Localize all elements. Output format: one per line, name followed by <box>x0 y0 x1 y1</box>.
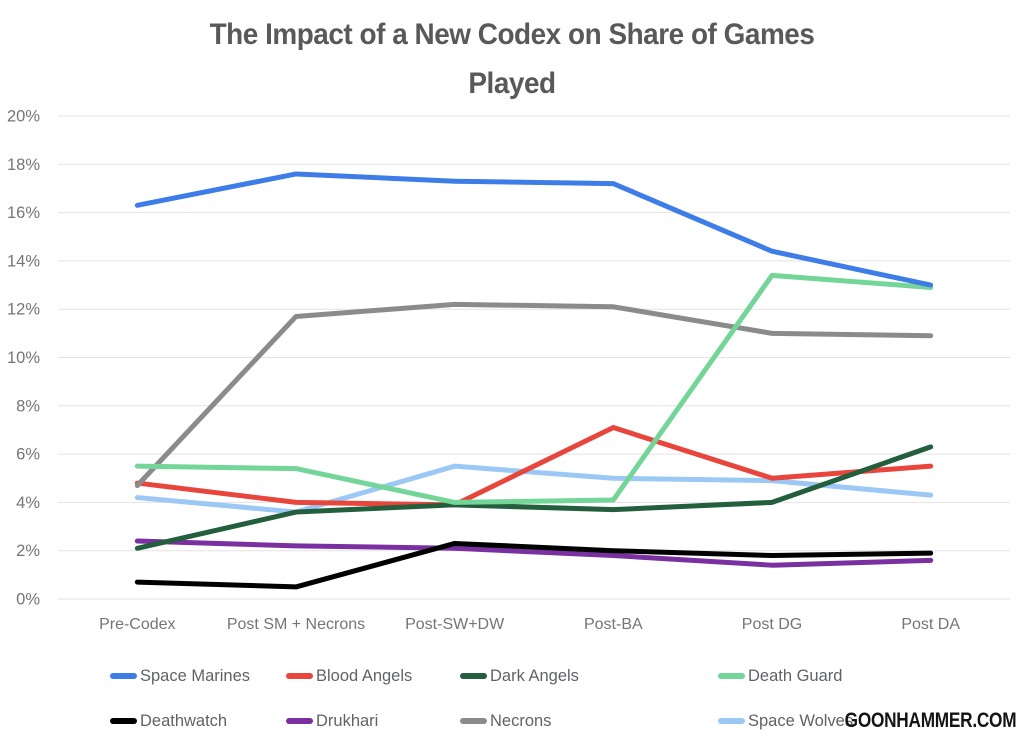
legend-item-drukhari: Drukhari <box>286 710 380 732</box>
chart-title-line1: The Impact of a New Codex on Share of Ga… <box>209 18 815 51</box>
y-tick-label-12%: 12% <box>7 301 40 319</box>
x-category-label-post-dg: Post DG <box>742 616 802 633</box>
legend-item-blood-angels: Blood Angels <box>286 665 415 687</box>
legend-item-necrons: Necrons <box>460 710 553 732</box>
series-line-deathwatch <box>134 540 934 590</box>
legend-item-space-marines: Space Marines <box>110 665 253 687</box>
legend-label-space-wolves: Space Wolves <box>748 711 854 730</box>
y-tick-label-8%: 8% <box>16 397 40 415</box>
legend-swatch-deathwatch <box>110 718 137 724</box>
x-category-label-post-sw-dw: Post-SW+DW <box>405 616 505 633</box>
series-line-space-marines <box>134 171 934 288</box>
legend-swatch-dark-angels <box>460 673 487 679</box>
legend-item-death-guard: Death Guard <box>718 665 845 687</box>
legend-label-death-guard: Death Guard <box>748 666 843 685</box>
x-category-label-post-sm-necrons: Post SM + Necrons <box>227 616 365 633</box>
legend-label-blood-angels: Blood Angels <box>316 666 413 685</box>
y-tick-label-18%: 18% <box>7 156 40 174</box>
legend-swatch-drukhari <box>286 718 313 724</box>
legend-label-space-marines: Space Marines <box>140 666 250 685</box>
legend-swatch-space-marines <box>110 673 137 679</box>
legend-label-drukhari: Drukhari <box>316 711 379 730</box>
legend-label-necrons: Necrons <box>490 711 552 730</box>
series-line-space-wolves <box>134 463 934 515</box>
y-tick-label-6%: 6% <box>16 446 40 464</box>
x-category-label-post-ba: Post-BA <box>584 616 643 633</box>
legend-swatch-death-guard <box>718 673 745 679</box>
series-line-death-guard <box>134 272 934 505</box>
legend-item-dark-angels: Dark Angels <box>460 665 582 687</box>
series-line-necrons <box>134 301 934 488</box>
legend-item-space-wolves: Space Wolves <box>718 710 856 732</box>
y-tick-label-4%: 4% <box>16 494 40 512</box>
y-tick-label-10%: 10% <box>7 349 40 367</box>
legend-label-dark-angels: Dark Angels <box>490 666 579 685</box>
chart-title: The Impact of a New Codex on Share of Ga… <box>36 10 988 108</box>
series-line-drukhari <box>134 538 934 568</box>
watermark-goonhammer: GOONHAMMER.COM <box>844 709 1016 732</box>
chart-title-line2: Played <box>468 67 556 100</box>
y-tick-label-20%: 20% <box>7 108 40 126</box>
series-line-blood-angels <box>134 425 934 508</box>
legend-swatch-necrons <box>460 718 487 724</box>
y-tick-label-0%: 0% <box>16 591 40 609</box>
x-category-label-pre-codex: Pre-Codex <box>99 616 175 633</box>
y-tick-label-16%: 16% <box>7 204 40 222</box>
x-category-label-post-da: Post DA <box>901 616 960 633</box>
series-line-dark-angels <box>134 444 934 551</box>
legend-item-deathwatch: Deathwatch <box>110 710 230 732</box>
legend-swatch-space-wolves <box>718 718 745 724</box>
y-tick-label-2%: 2% <box>16 542 40 560</box>
legend-swatch-blood-angels <box>286 673 313 679</box>
legend-label-deathwatch: Deathwatch <box>140 711 228 730</box>
y-tick-label-14%: 14% <box>7 252 40 270</box>
